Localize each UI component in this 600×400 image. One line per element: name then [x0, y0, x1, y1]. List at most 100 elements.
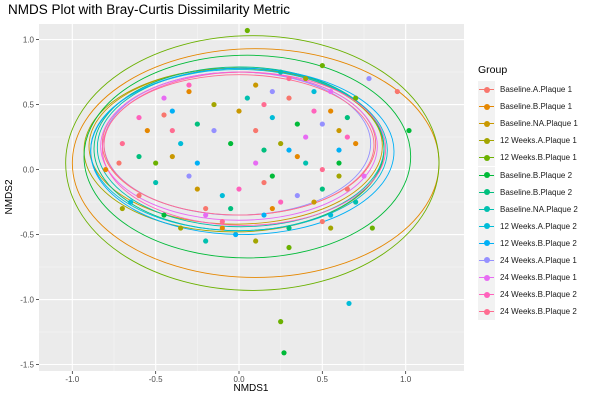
data-point: [278, 69, 284, 75]
legend-label: 12 Weeks.A.Plaque 2: [500, 221, 577, 231]
x-tick-label: 0.0: [233, 375, 245, 384]
legend-dot: [483, 172, 490, 179]
legend-key: [478, 251, 495, 269]
legend-label: 12 Weeks.B.Plaque 1: [500, 153, 577, 163]
data-point: [353, 95, 359, 101]
x-tick-label: -0.5: [149, 375, 163, 384]
data-point: [328, 88, 334, 95]
data-point: [211, 101, 217, 108]
data-point: [253, 160, 259, 166]
legend-dot: [483, 137, 490, 144]
legend-item: Baseline.B.Plaque 1: [478, 98, 596, 116]
legend-item: 24 Weeks.B.Plaque 2: [478, 303, 596, 321]
data-point: [253, 82, 259, 88]
legend-item: 24 Weeks.B.Plaque 2: [478, 286, 596, 304]
legend-key: [478, 81, 495, 99]
data-point: [136, 114, 142, 121]
data-point: [353, 140, 359, 147]
legend-dot: [483, 257, 490, 264]
data-point: [153, 179, 159, 186]
data-point: [211, 127, 217, 134]
data-point: [203, 212, 209, 218]
legend-dot: [483, 189, 490, 196]
legend-key: [478, 98, 495, 116]
data-point: [286, 95, 292, 101]
x-tick-label: -1.0: [65, 375, 79, 384]
data-point: [203, 205, 209, 212]
data-point: [261, 179, 267, 186]
data-point: [319, 186, 325, 192]
data-point: [303, 160, 309, 166]
chart-title: NMDS Plot with Bray-Curtis Dissimilarity…: [8, 2, 291, 17]
data-point: [319, 166, 325, 173]
x-tick-label: 1.0: [400, 375, 412, 384]
data-point: [119, 140, 125, 147]
group-ellipse: [83, 54, 412, 259]
legend-item: 12 Weeks.A.Plaque 2: [478, 217, 596, 235]
legend-key: [478, 234, 495, 252]
data-point: [186, 82, 192, 88]
legend-dot: [483, 206, 490, 213]
legend-item: 12 Weeks.B.Plaque 1: [478, 149, 596, 167]
data-point: [228, 205, 234, 212]
legend-key: [478, 303, 495, 321]
group-ellipse: [90, 67, 395, 235]
data-point: [294, 192, 300, 199]
legend-key: [478, 286, 495, 304]
grid-lines: [39, 24, 464, 371]
legend-dot: [483, 223, 490, 230]
legend-label: 12 Weeks.A.Plaque 1: [500, 136, 577, 146]
data-point: [186, 88, 192, 95]
data-point: [311, 88, 317, 95]
legend-items: Baseline.A.Plaque 1 Baseline.B.Plaque 1 Ba…: [478, 81, 596, 321]
data-point: [128, 199, 134, 205]
legend-key: [478, 217, 495, 235]
data-point: [303, 75, 309, 82]
data-point: [353, 199, 359, 205]
data-point: [278, 199, 284, 205]
data-point: [269, 205, 275, 212]
data-point: [144, 127, 150, 134]
data-point: [369, 225, 375, 231]
x-axis-title: NMDS1: [233, 383, 268, 394]
data-point: [319, 62, 325, 69]
legend-label: 24 Weeks.B.Plaque 2: [500, 307, 577, 317]
legend-dot: [483, 308, 490, 315]
data-point: [328, 212, 334, 218]
data-point: [169, 127, 175, 134]
data-point: [236, 108, 242, 114]
legend-key: [478, 183, 495, 201]
data-point: [116, 160, 122, 166]
plot-panel: [39, 24, 464, 371]
group-ellipse: [101, 71, 387, 226]
legend-label: 12 Weeks.B.Plaque 2: [500, 238, 577, 248]
data-point: [294, 153, 300, 160]
data-point: [344, 114, 350, 121]
legend-label: 24 Weeks.B.Plaque 2: [500, 290, 577, 300]
data-point: [219, 192, 225, 199]
legend-dot: [483, 120, 490, 127]
legend-item: 12 Weeks.B.Plaque 2: [478, 234, 596, 252]
data-point: [278, 319, 284, 325]
legend-dot: [483, 240, 490, 247]
legend-dot: [483, 86, 490, 93]
y-tick-label: 1.0: [23, 36, 35, 45]
legend-label: 24 Weeks.A.Plaque 1: [500, 255, 577, 265]
data-point: [344, 134, 350, 140]
data-point: [294, 121, 300, 127]
data-point: [406, 127, 412, 134]
y-tick-label: -0.5: [20, 231, 34, 240]
data-point: [286, 225, 292, 231]
legend-label: Baseline.B.Plaque 2: [500, 170, 573, 180]
data-point: [161, 95, 167, 101]
data-point: [319, 218, 325, 225]
data-point: [169, 108, 175, 114]
legend-key: [478, 149, 495, 167]
data-point: [194, 186, 200, 192]
data-point: [169, 153, 175, 160]
data-point: [136, 192, 142, 199]
data-point: [319, 121, 325, 127]
data-point: [361, 173, 367, 179]
legend-item: Baseline.NA.Plaque 2: [478, 200, 596, 218]
